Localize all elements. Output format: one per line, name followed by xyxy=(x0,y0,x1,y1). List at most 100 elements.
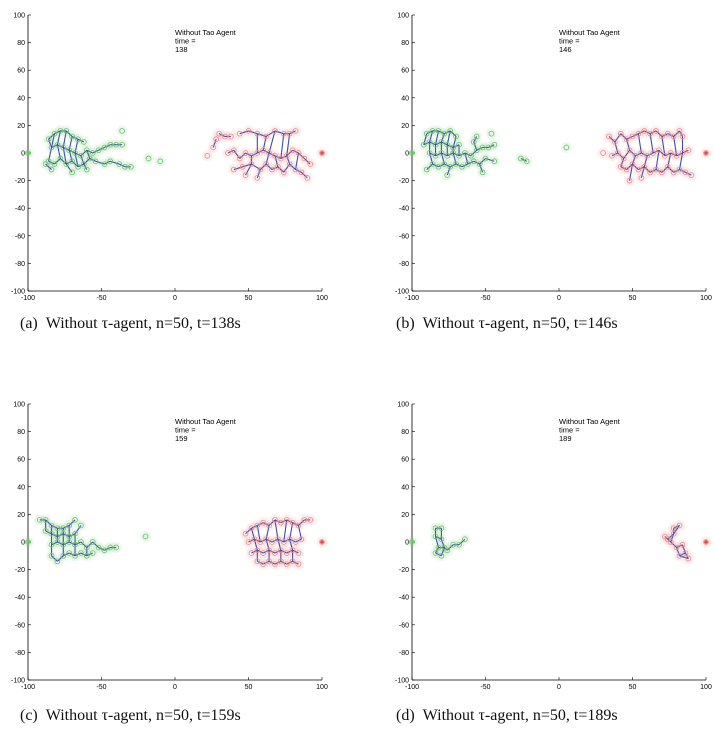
green-agent-point xyxy=(107,158,114,165)
link-edge xyxy=(464,152,472,157)
red-agent-point xyxy=(289,147,296,154)
green-agent-point xyxy=(66,539,73,545)
annotation-line: time = xyxy=(175,426,196,435)
green-agent-point xyxy=(447,128,454,134)
link-edge xyxy=(676,547,681,556)
link-edge xyxy=(435,152,442,157)
y-tick-label: -20 xyxy=(15,178,25,185)
link-edge xyxy=(441,152,448,157)
y-tick-label: -60 xyxy=(399,233,409,240)
red-target-point xyxy=(320,151,324,155)
green-agent-point xyxy=(438,552,445,559)
red-agent-point xyxy=(248,550,255,556)
link-edge xyxy=(257,522,264,526)
y-tick-label: 0 xyxy=(21,151,25,158)
green-agent-point xyxy=(66,147,73,154)
link-edge xyxy=(283,538,290,543)
link-edge xyxy=(429,152,436,157)
red-agent-point xyxy=(670,530,677,537)
link-edge xyxy=(268,130,276,154)
green-agent-point xyxy=(66,522,73,529)
link-edge xyxy=(679,552,686,557)
red-agent-point xyxy=(319,539,325,545)
green-agent-point xyxy=(113,544,120,551)
red-agent-point xyxy=(289,519,296,526)
annotation-line: time = xyxy=(559,37,580,46)
link-edge xyxy=(670,152,677,157)
green-agent-point xyxy=(444,152,451,159)
green-agent-point xyxy=(157,158,164,165)
link-edge xyxy=(248,538,255,543)
x-tick-label: 100 xyxy=(316,295,328,302)
link-edge xyxy=(295,169,302,173)
x-tick-label: -100 xyxy=(21,295,35,302)
green-agent-point xyxy=(473,133,480,140)
link-edge xyxy=(667,133,674,137)
link-edge xyxy=(676,152,683,157)
x-tick-label: -50 xyxy=(96,295,106,302)
link-edge xyxy=(446,166,451,176)
green-agent-point xyxy=(450,541,457,548)
link-edge xyxy=(467,160,474,165)
green-agent-point xyxy=(60,541,67,548)
green-agent-point xyxy=(72,517,78,523)
link-edge xyxy=(441,141,448,146)
link-edge xyxy=(280,519,287,524)
link-edge xyxy=(644,130,651,135)
green-agent-point xyxy=(470,158,477,165)
link-edge xyxy=(664,536,669,540)
red-agent-point xyxy=(676,128,683,134)
link-edge xyxy=(254,538,261,543)
link-edge xyxy=(86,149,93,154)
red-agent-point xyxy=(626,177,633,184)
green-agent-point xyxy=(432,152,439,159)
green-agent-point xyxy=(450,150,457,156)
link-edge xyxy=(63,552,70,557)
link-edge xyxy=(45,530,52,535)
red-agent-point xyxy=(254,150,261,156)
link-edge xyxy=(89,158,96,162)
x-tick-label: 0 xyxy=(173,295,177,302)
green-agent-point xyxy=(42,161,49,167)
green-target-point xyxy=(410,540,414,544)
y-tick-label: 80 xyxy=(401,40,409,47)
annotation-line: time = xyxy=(175,37,196,46)
link-edge xyxy=(104,144,111,148)
red-agent-point xyxy=(260,561,267,567)
link-edge xyxy=(257,133,267,137)
red-agent-point xyxy=(236,130,243,137)
red-agent-point xyxy=(650,150,656,156)
link-edge xyxy=(620,166,627,171)
green-agent-halo xyxy=(485,128,497,140)
red-agent-point xyxy=(283,550,290,556)
link-edge xyxy=(611,152,619,157)
red-agent-point xyxy=(286,161,293,167)
link-edge xyxy=(265,152,270,165)
green-agent-halo xyxy=(143,153,155,165)
link-edge xyxy=(57,144,64,148)
link-edge xyxy=(473,141,478,151)
red-agent-point xyxy=(295,550,302,556)
red-agent-point xyxy=(295,150,302,156)
link-edge xyxy=(440,152,445,165)
link-edge xyxy=(289,163,296,170)
link-edge xyxy=(631,155,636,165)
link-edge xyxy=(251,163,261,171)
y-tick-label: -100 xyxy=(11,289,25,296)
green-agent-point xyxy=(435,544,442,551)
green-agent-point xyxy=(54,141,61,148)
green-agent-point xyxy=(145,155,152,162)
link-edge xyxy=(632,163,639,170)
link-edge xyxy=(676,544,683,549)
link-edge xyxy=(303,158,311,165)
link-edge xyxy=(629,149,636,157)
link-edge xyxy=(63,541,70,546)
red-agent-point xyxy=(670,525,677,532)
link-edge xyxy=(233,149,241,159)
red-agent-halo xyxy=(597,147,609,159)
link-edge xyxy=(444,130,451,135)
green-agent-point xyxy=(72,541,78,548)
green-agent-point xyxy=(441,161,448,167)
red-agent-point xyxy=(245,128,252,134)
green-agent-point xyxy=(438,139,445,145)
